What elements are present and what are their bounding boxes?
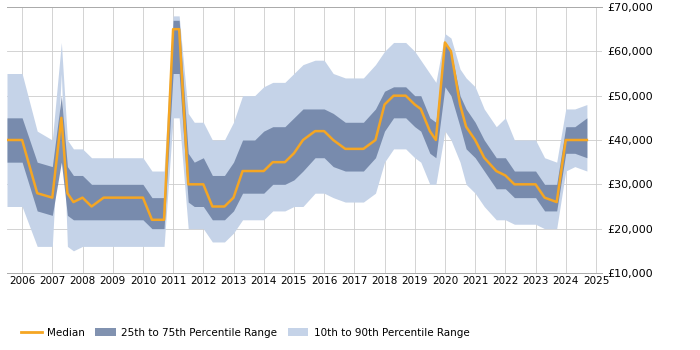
- Legend: Median, 25th to 75th Percentile Range, 10th to 90th Percentile Range: Median, 25th to 75th Percentile Range, 1…: [17, 323, 473, 342]
